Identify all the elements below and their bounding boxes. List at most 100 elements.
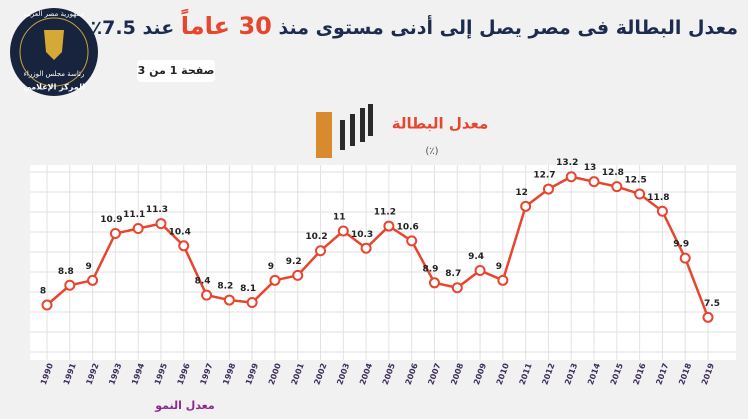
data-label: 13 [584,163,597,173]
data-label: 11 [333,213,346,223]
data-label: 8.2 [217,282,233,292]
plot-area [30,165,736,360]
x-tick-label: 2004 [358,362,374,386]
data-label: 12.7 [533,171,555,181]
data-label: 10.6 [397,222,419,232]
point [634,188,646,200]
data-label: 9 [85,262,91,272]
point [360,242,372,254]
data-label: 11.8 [647,193,669,203]
title-highlight: 30 عاماً [180,12,272,40]
title: معدل البطالة فى مصر يصل إلى أدنى مستوى م… [91,12,738,40]
point [132,223,144,235]
point [269,274,281,286]
point [337,225,349,237]
point [497,274,509,286]
data-label: 9.2 [286,257,302,267]
footer-label: معدل النمو [154,399,214,412]
data-label: 12 [515,188,528,198]
x-tick-label: 1994 [130,362,146,386]
point [223,294,235,306]
x-tick-label: 2005 [381,362,397,386]
chart-title: معدل البطالة [392,115,489,133]
x-tick-label: 1995 [153,362,169,386]
data-label: 13.2 [556,158,578,168]
data-label: 10.4 [169,227,191,237]
x-tick-label: 1990 [39,362,55,386]
data-label: 10.2 [305,232,327,242]
data-label: 10.9 [100,215,122,225]
data-label: 11.3 [146,205,168,215]
data-label: 12.5 [625,176,647,186]
x-tick-label: 2011 [518,362,534,386]
data-label: 7.5 [704,299,720,309]
x-tick-label: 2014 [586,362,602,386]
point [702,311,714,323]
point [178,240,190,252]
data-label: 8.9 [423,264,439,274]
data-label: 9.9 [673,240,689,250]
logo-text: رئاسة مجلس الوزراء [24,70,85,78]
page-number: صفحة 1 من 3 [137,60,215,82]
logo: جمهورية مصر العربية رئاسة مجلس الوزراء ا… [10,8,98,96]
x-tick-label: 2006 [404,362,420,386]
point [611,181,623,193]
x-tick-label: 2001 [290,362,306,386]
x-tick-label: 1993 [107,362,123,386]
point [542,183,554,195]
x-tick-label: 1998 [221,362,237,386]
title-end: عند 7.5٪ [90,17,175,39]
title-start: معدل البطالة فى مصر يصل إلى أدنى مستوى م… [278,17,738,39]
x-tick-label: 2016 [632,362,648,386]
point [292,269,304,281]
data-label: 10.3 [351,230,373,240]
point [87,274,99,286]
x-tick-label: 2013 [563,362,579,386]
x-tick-label: 2010 [495,362,511,386]
logo-text: المركز الإعلامي [23,83,85,92]
data-label: 12.8 [602,168,624,178]
point [246,297,258,309]
x-tick-label: 2000 [267,362,283,386]
x-tick-label: 2017 [654,362,670,386]
unit-label: (٪) [425,146,438,157]
point [588,176,600,188]
data-label: 8.8 [58,267,74,277]
point [201,289,213,301]
point [109,227,121,239]
point [383,220,395,232]
point [428,277,440,289]
point [520,200,532,212]
point [679,252,691,264]
x-tick-label: 2007 [426,362,442,386]
point [474,264,486,276]
data-label: 11.2 [374,208,396,218]
logo-text: جمهورية مصر العربية [23,10,85,18]
icon [316,104,373,158]
data-label: 11.1 [123,210,145,220]
x-tick-label: 1991 [62,362,78,386]
data-label: 8.7 [445,269,461,279]
data-label: 8.1 [240,284,256,294]
x-tick-label: 2018 [677,362,693,386]
data-label: 9 [268,262,274,272]
x-tick-label: 2003 [335,362,351,386]
x-tick-label: 2002 [312,362,328,386]
point [656,205,668,217]
point [315,245,327,257]
point [406,235,418,247]
data-label: 8.4 [195,277,211,287]
point [64,279,76,291]
x-tick-label: 2015 [609,362,625,386]
point [565,171,577,183]
data-label: 9 [496,262,502,272]
x-tick-label: 2012 [540,362,556,386]
x-tick-label: 2008 [449,362,465,386]
data-label: 9.4 [468,252,484,262]
x-tick-label: 1999 [244,362,260,386]
x-tick-label: 1992 [85,362,101,386]
x-tick-label: 1997 [199,362,215,386]
point [451,282,463,294]
